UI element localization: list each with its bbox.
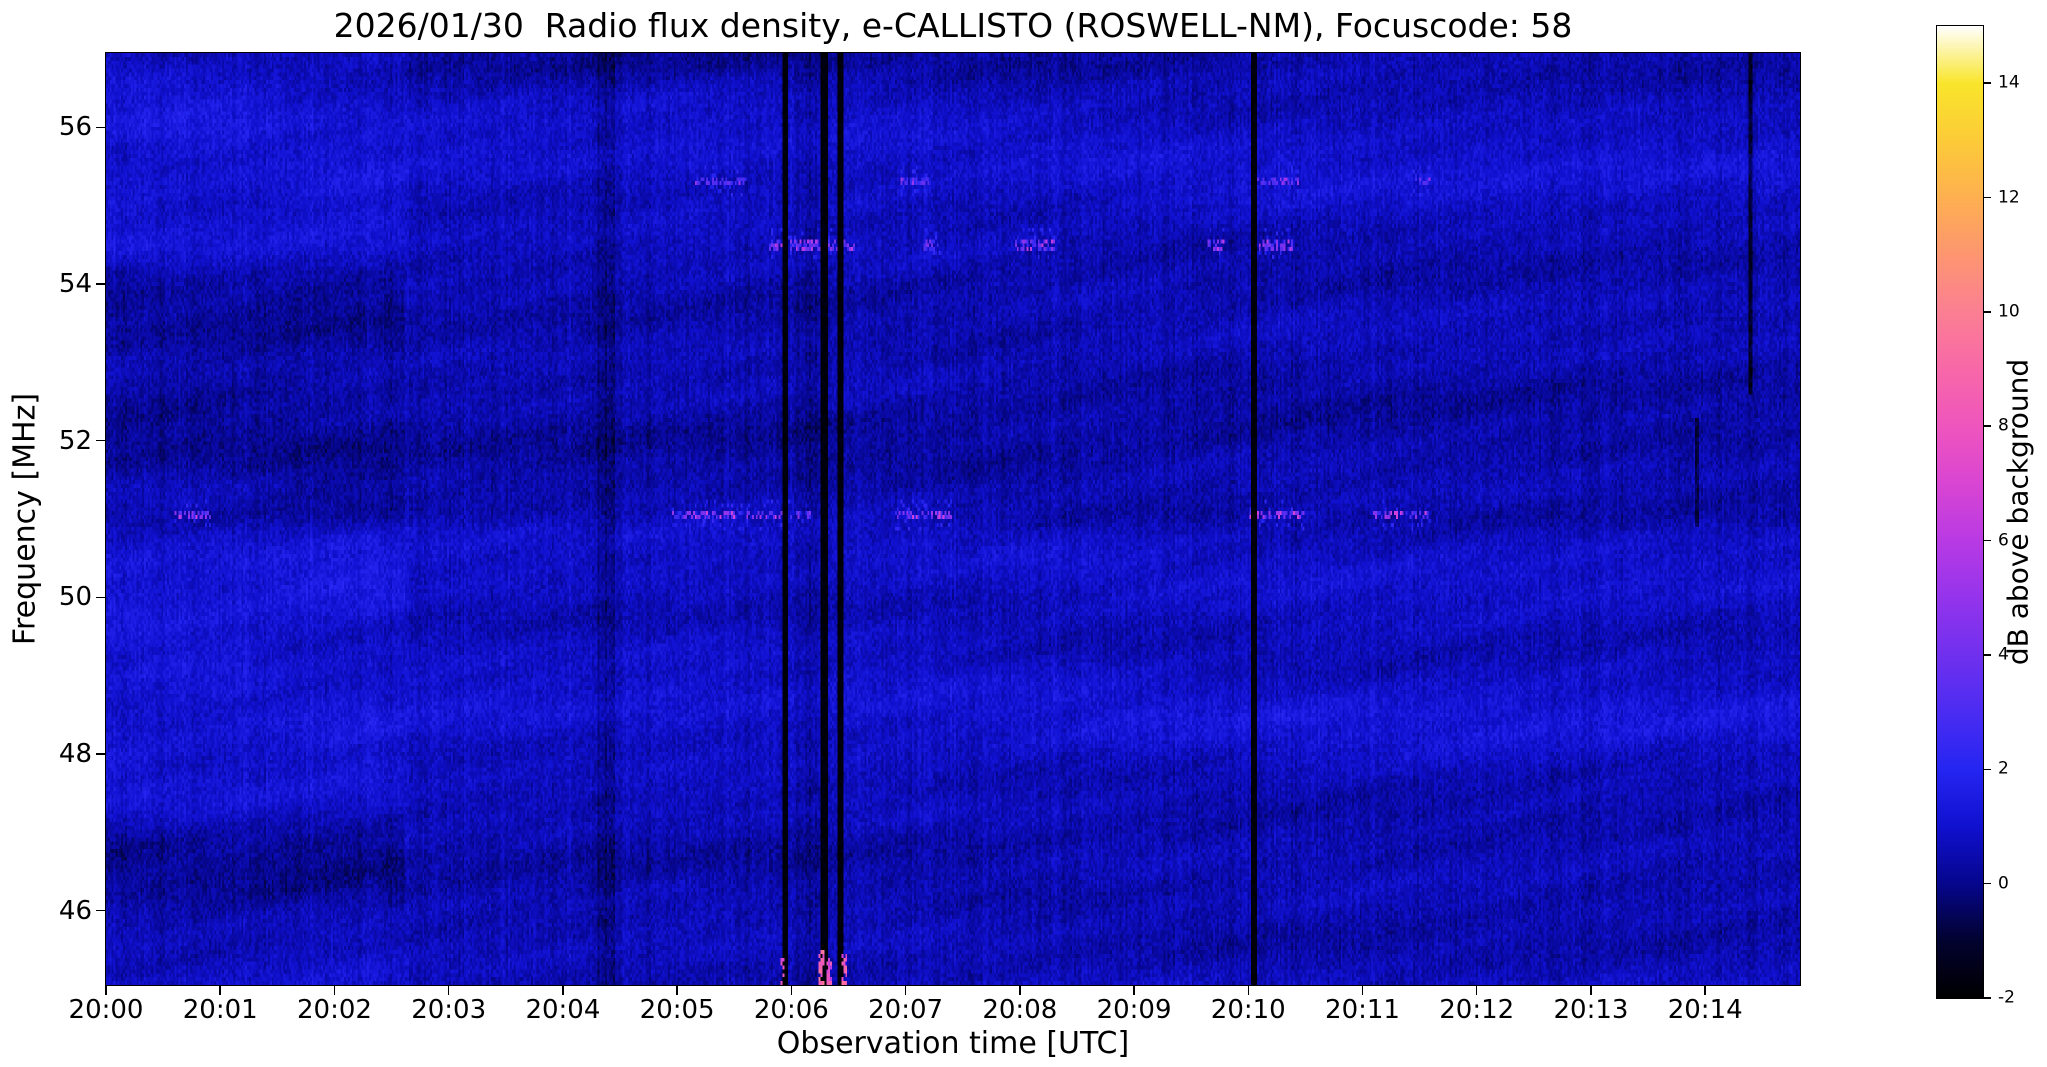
colorbar-tick-mark: [1984, 654, 1991, 656]
x-tick-label: 20:03: [411, 995, 487, 1025]
x-tick-mark: [447, 986, 450, 995]
x-tick-mark: [105, 986, 107, 995]
x-tick-label: 20:09: [1096, 995, 1172, 1025]
x-tick-label: 20:08: [982, 995, 1058, 1025]
y-tick-mark: [96, 753, 105, 755]
x-tick-label: 20:11: [1325, 995, 1400, 1025]
x-tick-mark: [1704, 986, 1706, 995]
y-tick-mark: [96, 283, 105, 285]
colorbar-tick-label: 14: [1998, 72, 2020, 93]
colorbar-tick-mark: [1984, 311, 1991, 313]
y-tick-label: 46: [58, 895, 92, 926]
y-tick-label: 50: [58, 582, 92, 613]
colorbar-tick-mark: [1984, 82, 1991, 84]
x-tick-mark: [676, 986, 678, 995]
colorbar-tick-label: -2: [1998, 987, 2015, 1008]
x-tick-label: 20:00: [68, 995, 144, 1025]
y-tick-label: 56: [58, 112, 92, 143]
colorbar-tick-label: 0: [1998, 873, 2009, 894]
x-tick-label: 20:04: [525, 995, 601, 1025]
colorbar-tick-label: 12: [1998, 187, 2020, 208]
x-tick-mark: [1590, 986, 1592, 995]
colorbar-tick-label: 10: [1998, 301, 2020, 322]
colorbar-tick-mark: [1984, 997, 1991, 999]
plot-area: [105, 52, 1801, 986]
colorbar-tick-mark: [1984, 882, 1991, 885]
y-tick-label: 52: [58, 425, 92, 456]
y-tick-mark: [96, 126, 105, 129]
x-tick-mark: [1361, 986, 1364, 995]
x-tick-label: 20:02: [296, 995, 372, 1025]
y-tick-mark: [96, 909, 105, 912]
x-tick-mark: [790, 986, 793, 995]
x-tick-label: 20:01: [182, 995, 258, 1025]
x-tick-mark: [1475, 986, 1478, 995]
x-tick-label: 20:07: [868, 995, 944, 1025]
x-tick-mark: [1247, 986, 1250, 995]
y-tick-mark: [96, 439, 105, 442]
x-tick-label: 20:05: [639, 995, 715, 1025]
colorbar: [1936, 25, 1984, 999]
colorbar-tick-label: 6: [1998, 530, 2009, 551]
colorbar-label: dB above background: [2001, 358, 2035, 666]
x-axis-label: Observation time [UTC]: [776, 1026, 1130, 1061]
x-tick-label: 20:13: [1553, 995, 1629, 1025]
x-tick-label: 20:14: [1667, 995, 1743, 1025]
colorbar-tick-mark: [1984, 425, 1991, 427]
y-tick-label: 48: [58, 738, 92, 769]
chart-title: 2026/01/30 Radio flux density, e-CALLIST…: [333, 6, 1573, 45]
x-tick-label: 20:10: [1210, 995, 1286, 1025]
x-tick-mark: [219, 986, 221, 995]
colorbar-tick-mark: [1984, 768, 1991, 771]
colorbar-tick-mark: [1984, 196, 1991, 199]
colorbar-tick-label: 2: [1998, 758, 2009, 779]
x-tick-label: 20:12: [1439, 995, 1515, 1025]
spectrogram-heatmap: [106, 53, 1800, 985]
x-tick-mark: [1019, 986, 1021, 995]
x-tick-mark: [562, 986, 564, 995]
colorbar-tick-label: 4: [1998, 644, 2009, 665]
x-tick-label: 20:06: [753, 995, 829, 1025]
x-tick-mark: [904, 986, 907, 995]
colorbar-tick-mark: [1984, 539, 1991, 542]
y-tick-mark: [96, 596, 105, 599]
x-tick-mark: [333, 986, 336, 995]
x-tick-mark: [1133, 986, 1135, 995]
colorbar-tick-label: 8: [1998, 415, 2009, 436]
y-tick-label: 54: [58, 269, 92, 300]
